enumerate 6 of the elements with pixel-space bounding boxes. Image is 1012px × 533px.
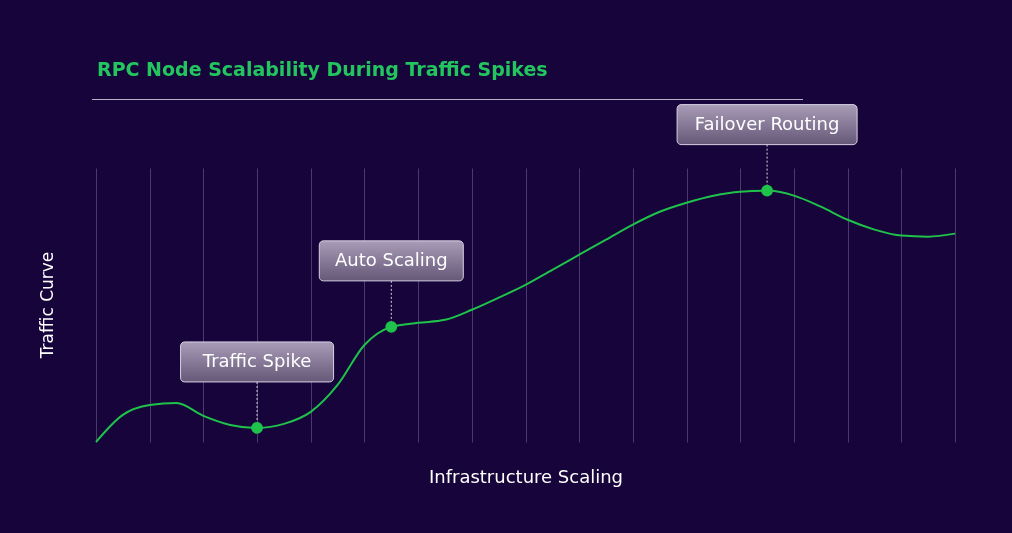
y-axis-title: Traffic Curve: [37, 251, 57, 359]
annotation: Auto Scaling: [334, 248, 448, 270]
x-axis-title: Infrastructure Scaling: [428, 465, 624, 487]
annotation: Traffic Spike: [201, 349, 312, 371]
annotation: Failover Routing: [694, 112, 840, 134]
chart-title: RPC Node Scalability During Traffic Spikes: [97, 58, 548, 80]
